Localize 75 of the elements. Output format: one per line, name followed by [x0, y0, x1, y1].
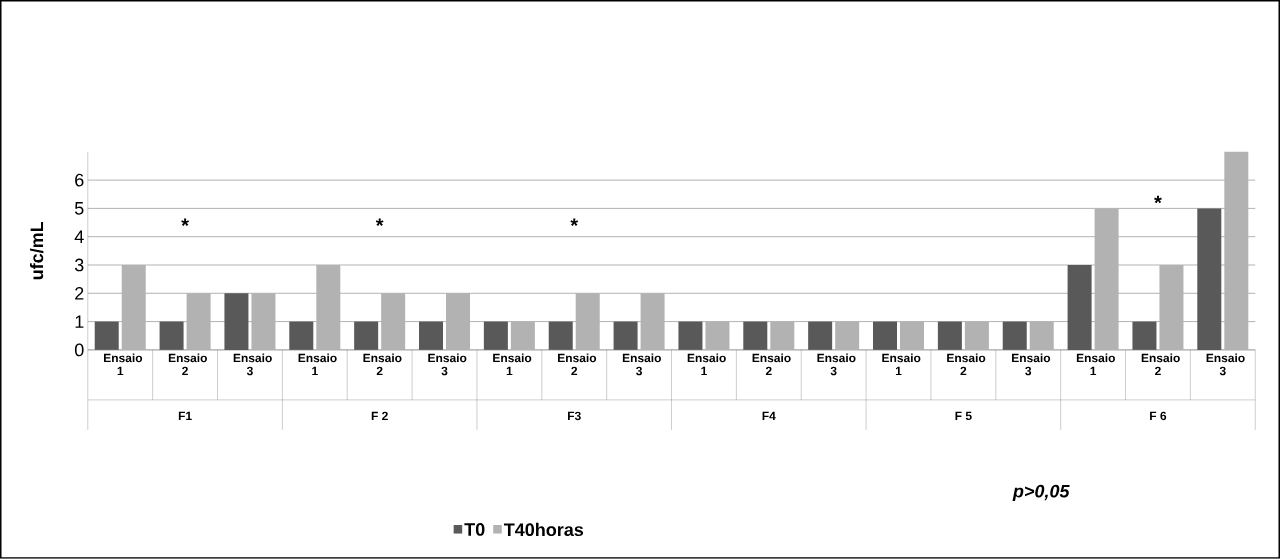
y-tick-label: 6	[75, 173, 84, 187]
bar	[1132, 321, 1157, 351]
x-tick-label: Ensaio 2	[558, 353, 597, 376]
legend-label: T40horas	[503, 522, 584, 537]
bar	[873, 321, 898, 351]
bar	[1067, 265, 1092, 351]
bar	[964, 321, 989, 351]
bar	[678, 321, 703, 351]
x-tick-label: Ensaio 3	[428, 353, 467, 376]
bar	[224, 293, 249, 351]
y-tick-label: 0	[74, 343, 84, 357]
bar	[446, 293, 471, 351]
bar	[121, 265, 146, 351]
y-tick-label: 5	[74, 202, 84, 215]
x-tick-label: Ensaio 3	[817, 353, 856, 376]
bar	[1197, 208, 1222, 351]
text: F 6	[1150, 411, 1167, 421]
text: F3	[568, 411, 581, 421]
bar	[548, 321, 573, 351]
bar	[1094, 208, 1119, 351]
x-tick-label: Ensaio 1	[298, 353, 337, 376]
bar	[835, 321, 860, 351]
bar	[510, 321, 535, 351]
text: p>0,05	[1012, 484, 1070, 502]
bar	[1224, 151, 1249, 351]
y-tick-label: 4	[74, 230, 84, 244]
bar	[770, 321, 795, 351]
bar	[613, 321, 638, 351]
bar	[937, 321, 962, 351]
bar	[289, 321, 314, 351]
x-tick-label: Ensaio 1	[104, 353, 143, 376]
annotation: *	[375, 218, 384, 227]
bar	[94, 321, 119, 351]
text: F1	[178, 411, 192, 421]
bar	[1159, 265, 1184, 351]
bar	[705, 321, 730, 351]
x-tick-label: Ensaio 2	[1141, 353, 1180, 376]
bar	[483, 321, 508, 351]
x-tick-label: Ensaio 2	[947, 353, 986, 376]
x-tick-label: Ensaio 3	[1012, 353, 1051, 376]
text: F 2	[371, 411, 388, 421]
bar	[186, 293, 211, 351]
annotation: *	[181, 218, 189, 227]
bar	[251, 293, 276, 351]
x-tick-label: Ensaio 2	[168, 353, 207, 376]
x-tick-label: Ensaio 3	[622, 353, 661, 376]
annotation: *	[570, 218, 579, 227]
bar	[808, 321, 833, 351]
bar	[900, 321, 925, 351]
legend-label: T0	[464, 523, 485, 536]
bar	[743, 321, 768, 351]
bar	[316, 265, 341, 351]
x-tick-label: Ensaio 1	[1076, 353, 1115, 376]
bar	[1029, 321, 1054, 351]
bar	[1002, 321, 1027, 351]
x-tick-label: Ensaio 1	[493, 353, 532, 376]
bar	[640, 293, 665, 351]
text: F 5	[955, 411, 972, 421]
y-axis-title: ufc/mL	[29, 222, 44, 280]
x-tick-label: Ensaio 1	[687, 353, 726, 376]
y-tick-label: 1	[75, 315, 84, 328]
x-tick-label: Ensaio 3	[1206, 353, 1245, 376]
bar	[354, 321, 379, 351]
bar	[575, 293, 600, 351]
x-tick-label: Ensaio 1	[882, 353, 921, 376]
bar	[419, 321, 444, 351]
bar	[159, 321, 184, 351]
bar	[381, 293, 406, 351]
text: F4	[762, 411, 776, 421]
x-tick-label: Ensaio 3	[233, 353, 272, 376]
x-tick-label: Ensaio 2	[752, 353, 791, 376]
x-tick-label: Ensaio 2	[363, 353, 402, 376]
y-tick-label: 2	[75, 287, 84, 300]
annotation: *	[1154, 196, 1162, 204]
y-tick-label: 3	[74, 258, 84, 272]
